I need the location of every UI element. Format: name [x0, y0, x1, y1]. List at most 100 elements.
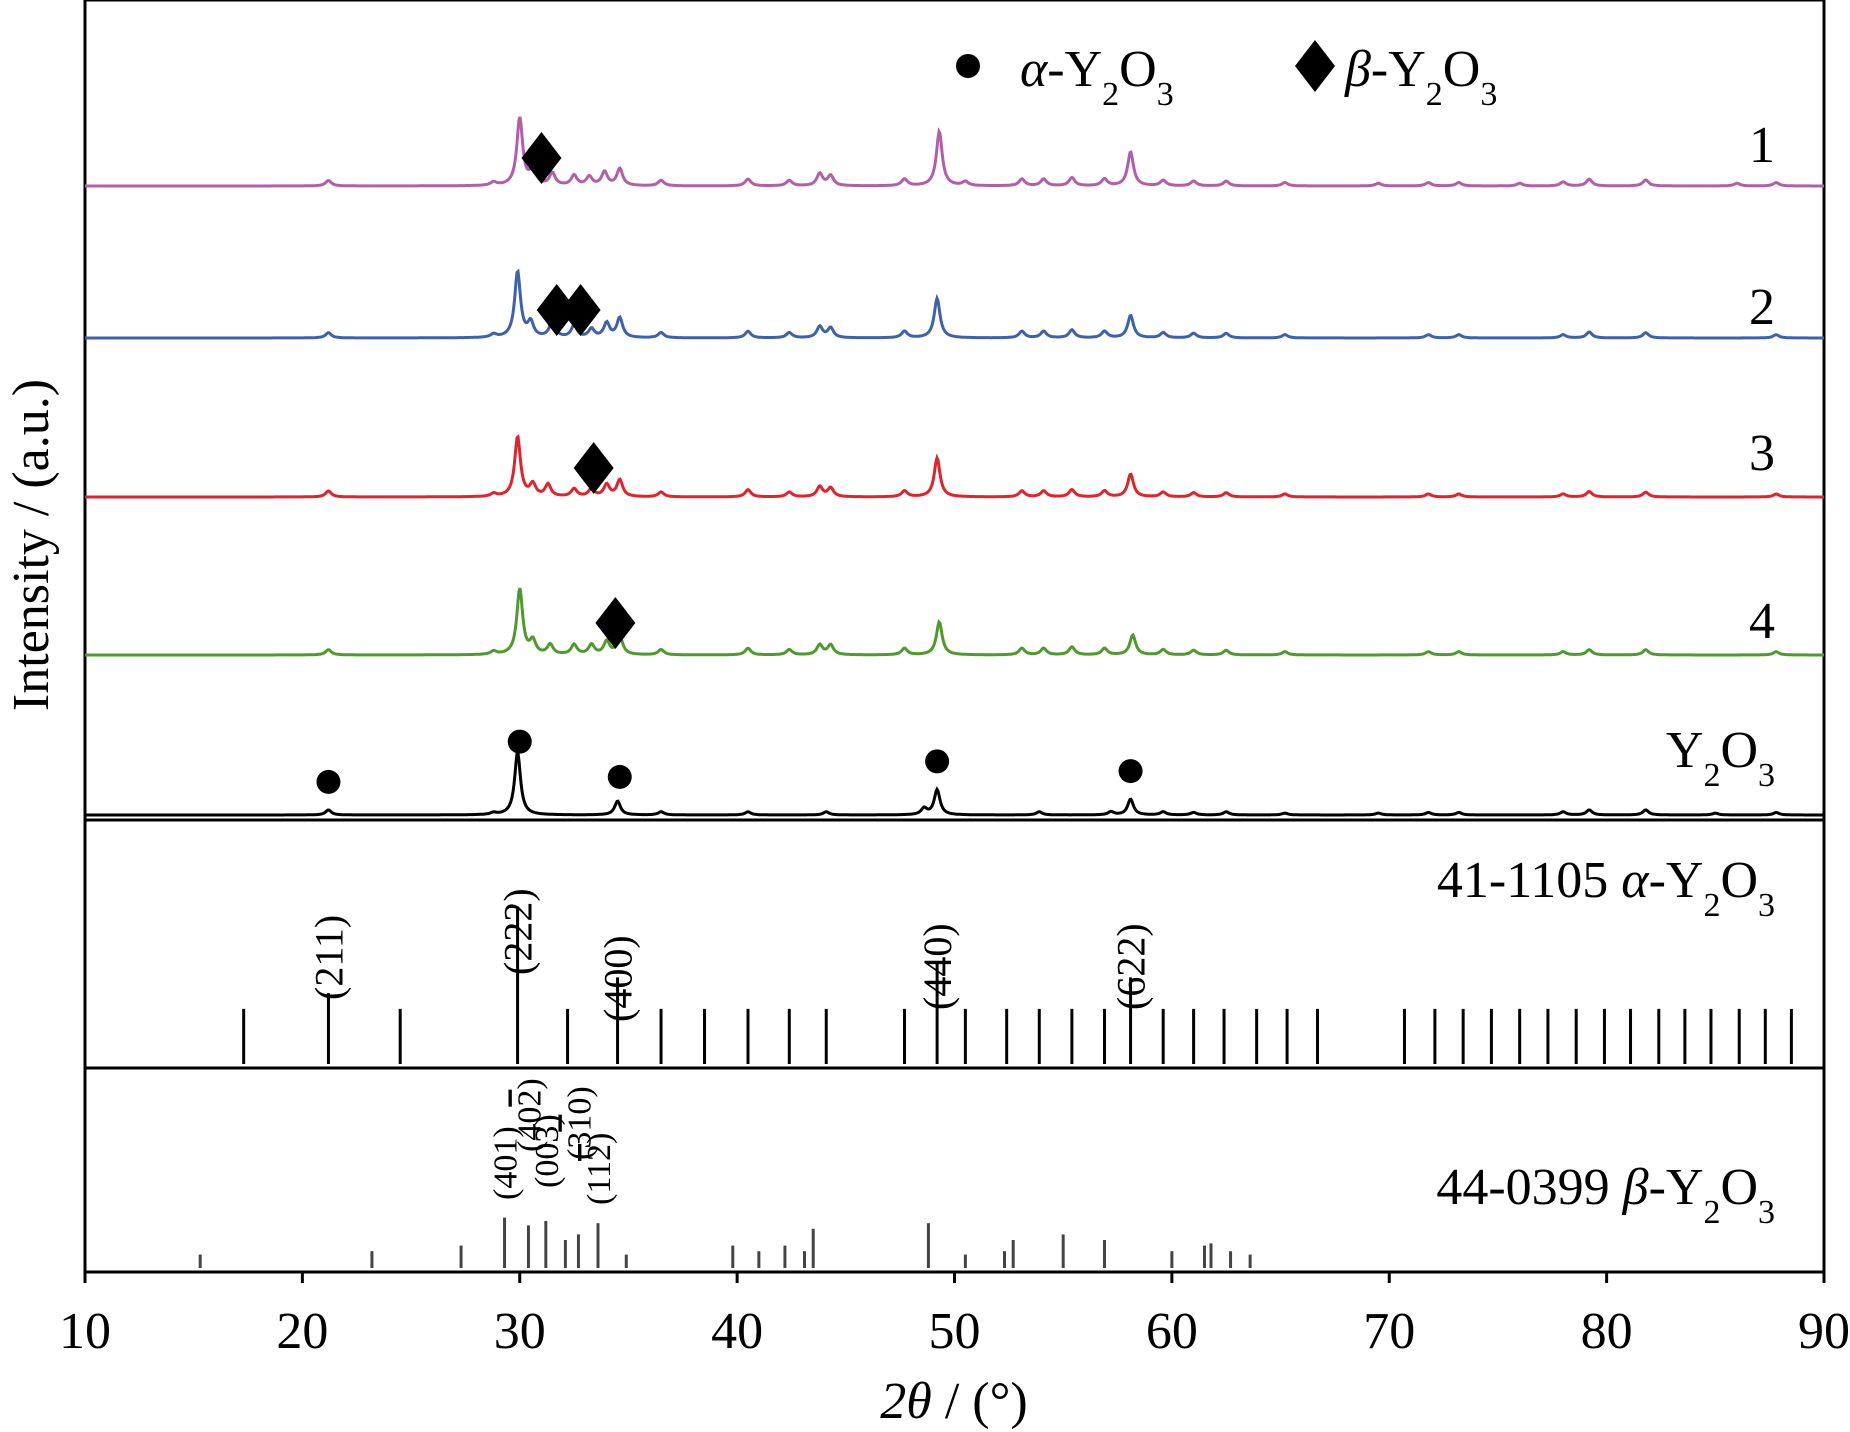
ref-title-alpha: 41-1105 α-Y2O3 [1437, 852, 1775, 924]
ref-code: 44-0399 [1436, 1159, 1622, 1216]
x-tick-label-90: 90 [1798, 1303, 1850, 1360]
legend-sub: 3 [1480, 76, 1497, 113]
trace-label-4: 4 [1749, 593, 1775, 650]
x-axis-title-symbol: θ [906, 1373, 932, 1430]
legend-mid: O [1443, 41, 1481, 98]
beta-marker-1-1 [521, 132, 562, 184]
ref-sub: 3 [1758, 1194, 1775, 1231]
alpha-marker-1 [316, 769, 341, 794]
alpha-marker-4 [925, 749, 950, 774]
legend-text-1: α-Y2O3 [1020, 41, 1174, 113]
trace-label-2: 2 [1749, 279, 1775, 336]
alpha-marker-3 [607, 764, 632, 789]
x-tick-label-70: 70 [1363, 1303, 1415, 1360]
ref-sub: 2 [1703, 1194, 1720, 1231]
hkl-close: 0) [561, 1086, 598, 1114]
diffraction-traces [85, 116, 1824, 817]
legend-text-main: -Y [1371, 41, 1426, 98]
x-tick-label-40: 40 [711, 1303, 763, 1360]
hkl-label-alpha-4: (440) [915, 923, 960, 1010]
trace-label-name: 4 [1749, 593, 1775, 650]
trace-2 [85, 268, 1824, 340]
trace-3 [85, 434, 1824, 499]
legend-text-main: -Y [1047, 41, 1102, 98]
phase-markers [316, 132, 1143, 794]
x-axis-title: 2θ / (°) [880, 1373, 1027, 1430]
legend-mid: O [1119, 41, 1157, 98]
trace-5 [85, 750, 1824, 817]
hkl-label-alpha-3: (400) [596, 935, 641, 1022]
trace-label-sub: 2 [1703, 757, 1720, 794]
trace-label-name: 1 [1749, 117, 1775, 174]
legend-sub: 2 [1102, 76, 1119, 113]
trace-label-name: Y [1666, 722, 1704, 779]
trace-label-sub: 3 [1758, 757, 1775, 794]
trace-label-name: 3 [1749, 425, 1775, 482]
hkl-bar-digit: 2 [511, 1090, 548, 1107]
beta-marker-4-1 [595, 597, 636, 649]
hkl-label-beta-5: (112) [581, 1133, 618, 1205]
x-tick-label-60: 60 [1146, 1303, 1198, 1360]
legend-text-2: β-Y2O3 [1344, 41, 1497, 113]
ref-symbol: β [1622, 1159, 1649, 1216]
legend-sub: 2 [1426, 76, 1443, 113]
ref-mid: O [1720, 1159, 1758, 1216]
beta-marker-3-1 [573, 442, 614, 494]
hkl-label-beta-1: (401) [488, 1126, 525, 1200]
hkl-close: ) [581, 1133, 618, 1144]
ref-mid: O [1720, 852, 1758, 909]
y-axis-title: Intensity / (a.u.) [3, 379, 60, 711]
legend-symbol: α [1020, 41, 1049, 98]
ref-text: -Y [1649, 1159, 1704, 1216]
trace-label-5: Y2O3 [1666, 722, 1775, 794]
trace-1 [85, 116, 1824, 188]
x-tick-label-80: 80 [1581, 1303, 1633, 1360]
legend-diamond-marker [1295, 40, 1335, 92]
hkl-label-beta-2: (402) [511, 1078, 548, 1152]
hkl-text: (440) [915, 923, 960, 1010]
x-tick-label-20: 20 [276, 1303, 328, 1360]
ref-sub: 3 [1758, 887, 1775, 924]
x-axis: 10 20 30 40 50 60 70 80 90 [59, 1272, 1850, 1360]
hkl-text: (622) [1109, 923, 1154, 1010]
trace-4 [85, 587, 1824, 657]
beta-marker-2-1 [536, 284, 577, 336]
reference-patterns: 41-1105 α-Y2O3(211) (222)(400) (440) (622)4… [198, 852, 1793, 1268]
hkl-text: (003) [529, 1114, 566, 1188]
legend: α-Y2O3 β-Y2O3 [956, 40, 1497, 113]
hkl-bar-digit: 2 [581, 1144, 618, 1161]
legend-sub: 3 [1157, 76, 1174, 113]
hkl-text: (401) [488, 1126, 525, 1200]
x-tick-label-30: 30 [494, 1303, 546, 1360]
plot-area-border [83, 0, 1826, 1274]
hkl-text: (211) [306, 915, 351, 1000]
legend-circle-marker [956, 54, 980, 78]
ref-sub: 2 [1703, 887, 1720, 924]
legend-symbol: β [1344, 41, 1371, 98]
trace-label-name: 2 [1749, 279, 1775, 336]
trace-label-1: 1 [1749, 117, 1775, 174]
ref-symbol: α [1621, 852, 1650, 909]
hkl-label-beta-4: (310) [561, 1086, 598, 1160]
hkl-label-alpha-2: (222) [496, 888, 541, 975]
ref-title-beta: 44-0399 β-Y2O3 [1436, 1159, 1775, 1231]
hkl-bar-digit: 1 [561, 1115, 598, 1132]
hkl-text: (222) [496, 888, 541, 975]
trace-label-mid: O [1720, 722, 1758, 779]
plot-frame [83, 0, 1826, 1274]
ref-code: 41-1105 [1437, 852, 1621, 909]
alpha-marker-2 [507, 729, 532, 754]
hkl-text: (400) [596, 935, 641, 1022]
hkl-label-alpha-1: (211) [306, 915, 351, 1000]
hkl-label-beta-3: (003) [529, 1114, 566, 1188]
trace-label-3: 3 [1749, 425, 1775, 482]
alpha-marker-5 [1118, 759, 1143, 784]
beta-marker-2-2 [560, 284, 601, 336]
x-axis-title-prefix: 2 [880, 1373, 906, 1430]
x-tick-label-50: 50 [929, 1303, 981, 1360]
hkl-text: (3 [561, 1132, 598, 1160]
x-axis-title-suffix: / (°) [932, 1373, 1028, 1430]
hkl-close: ) [511, 1078, 548, 1089]
